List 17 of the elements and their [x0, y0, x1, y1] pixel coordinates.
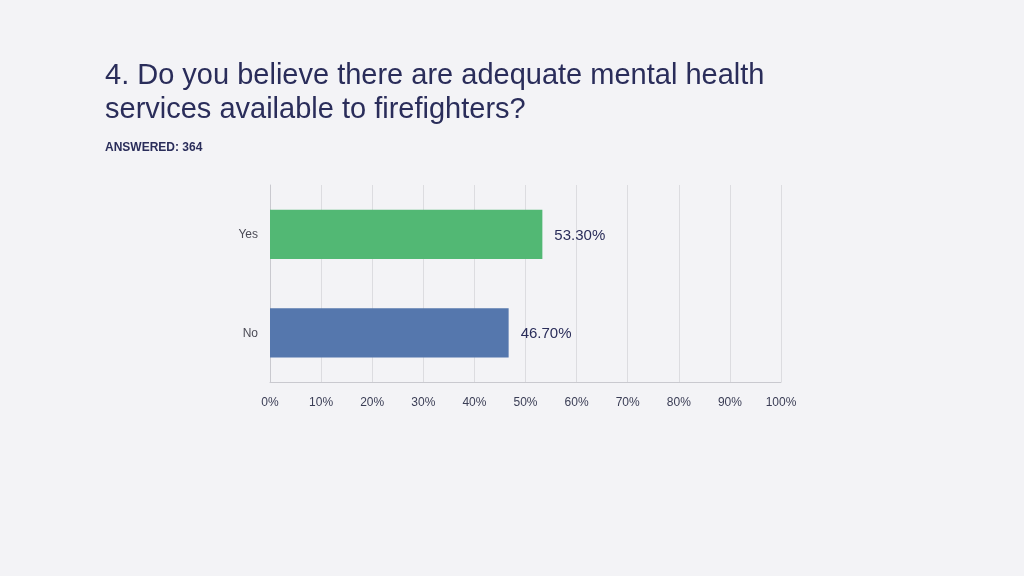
- y-tick-label: Yes: [238, 227, 258, 242]
- data-label: 46.70%: [520, 324, 572, 342]
- x-tick-label: 100%: [765, 395, 797, 409]
- x-tick-label: 50%: [513, 395, 538, 409]
- chart-title: 4. Do you believe there are adequate mental health services available to firefighters?: [105, 58, 773, 124]
- y-tick-label: No: [242, 325, 259, 340]
- data-label: 53.30%: [554, 225, 606, 243]
- x-tick-label: 0%: [261, 395, 279, 409]
- x-tick-label: 30%: [411, 395, 436, 409]
- x-tick-label: 70%: [615, 395, 641, 409]
- x-tick-label: 20%: [360, 395, 385, 409]
- x-tick-label: 90%: [717, 395, 743, 409]
- text: ANSWERED: 364: [105, 140, 203, 154]
- x-tick-label: 80%: [666, 395, 692, 409]
- x-tick-label: 40%: [462, 395, 487, 409]
- x-tick-label: 60%: [564, 395, 589, 409]
- x-tick-label: 10%: [309, 395, 334, 409]
